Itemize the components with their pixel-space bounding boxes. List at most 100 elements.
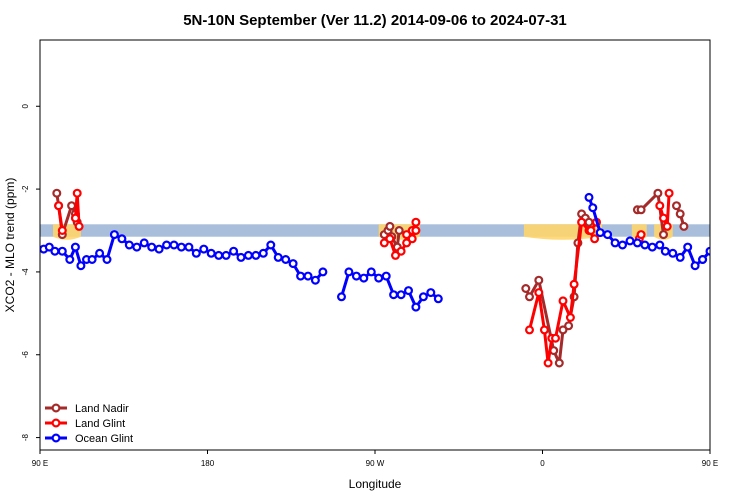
ocean-glint-point xyxy=(584,192,594,202)
ocean-glint-point xyxy=(117,234,127,244)
ocean-glint-point xyxy=(184,242,194,252)
ocean-glint-point xyxy=(266,240,276,250)
land-nadir-point xyxy=(564,321,574,331)
ocean-glint-point xyxy=(625,236,635,246)
ocean-glint-point xyxy=(251,250,261,260)
land-glint-point xyxy=(70,213,80,223)
ocean-glint-point xyxy=(660,246,670,256)
ocean-glint-point xyxy=(595,228,605,238)
ocean-glint-point xyxy=(381,271,391,281)
ocean-glint-point xyxy=(191,248,201,258)
land-nadir-point xyxy=(653,188,663,198)
ocean-glint-point xyxy=(109,230,119,240)
legend-label: Land Nadir xyxy=(75,403,129,415)
chart-title: 5N-10N September (Ver 11.2) 2014-09-06 t… xyxy=(183,12,567,29)
land-nadir-point xyxy=(679,221,689,231)
ocean-glint-point xyxy=(389,290,399,300)
legend-swatch-point xyxy=(51,418,61,428)
land-glint-point xyxy=(391,250,401,260)
ocean-glint-point xyxy=(139,238,149,248)
land-nadir-point xyxy=(394,226,404,236)
ocean-glint-point xyxy=(229,246,239,256)
ocean-glint-point xyxy=(426,288,436,298)
x-tick-label: 180 xyxy=(201,459,215,468)
land-fill xyxy=(523,224,603,240)
y-tick-label: -2 xyxy=(21,185,30,193)
ocean-glint-point xyxy=(273,252,283,262)
land-glint-point xyxy=(636,230,646,240)
legend-label: Land Glint xyxy=(75,418,125,430)
ocean-glint-point xyxy=(729,248,736,255)
ocean-glint-point xyxy=(698,255,708,265)
ocean-glint-point xyxy=(736,235,743,242)
legend-item-ocean-glint: Ocean Glint xyxy=(45,433,133,445)
ocean-glint-point xyxy=(655,240,665,250)
ocean-glint-point xyxy=(603,230,613,240)
ocean-glint-point xyxy=(411,302,421,312)
legend-item-land-glint: Land Glint xyxy=(45,418,125,430)
ocean-glint-point xyxy=(722,252,729,259)
ocean-glint-point xyxy=(243,250,253,260)
land-glint-point xyxy=(577,217,587,227)
ocean-glint-point xyxy=(199,244,209,254)
land-glint-point xyxy=(396,246,406,256)
ocean-glint-point xyxy=(310,275,320,285)
land-nadir-point xyxy=(658,230,668,240)
ocean-glint-point xyxy=(102,255,112,265)
land-glint-point xyxy=(385,234,395,244)
land-glint-point xyxy=(565,313,575,323)
land-glint-point xyxy=(558,296,568,306)
ocean-glint-point xyxy=(76,261,86,271)
land-glint-point xyxy=(550,333,560,343)
ocean-glint-point xyxy=(65,255,75,265)
land-glint-point xyxy=(72,188,82,198)
land-nadir-point xyxy=(385,221,395,231)
land-glint-point xyxy=(524,325,534,335)
land-nadir-point xyxy=(558,325,568,335)
land-glint-point xyxy=(658,213,668,223)
legend: Land Nadir Land Glint Ocean Glint xyxy=(45,403,133,445)
ocean-glint-point xyxy=(154,244,164,254)
land-glint-point xyxy=(543,358,553,368)
ocean-glint-point xyxy=(303,271,313,281)
ocean-glint-point xyxy=(351,271,361,281)
land-glint-point xyxy=(539,325,549,335)
y-axis: 0 -2 -4 -6 -8 xyxy=(21,103,40,441)
land-glint-point xyxy=(57,226,67,236)
ocean-glint-point xyxy=(647,242,657,252)
ocean-glint-point xyxy=(169,240,179,250)
ocean-glint-point xyxy=(296,271,306,281)
y-axis-label: XCO2 - MLO trend (ppm) xyxy=(3,178,17,313)
land-nadir-point xyxy=(675,209,685,219)
land-glint-point xyxy=(74,221,84,231)
ocean-glint-point xyxy=(281,255,291,265)
ocean-glint-point xyxy=(258,248,268,258)
ocean-glint-point xyxy=(95,248,105,258)
ocean-glint-point xyxy=(668,248,678,258)
ocean-glint-point xyxy=(221,250,231,260)
legend-swatch-point xyxy=(51,403,61,413)
land-glint-point xyxy=(402,230,412,240)
ocean-glint-point xyxy=(714,246,721,253)
ocean-glint-point xyxy=(744,242,750,249)
x-axis-label: Longitude xyxy=(349,477,402,491)
land-nadir-point xyxy=(67,201,77,211)
ocean-glint-point xyxy=(690,261,700,271)
ocean-glint-point xyxy=(337,292,347,302)
x-tick-label: 90 E xyxy=(32,459,48,468)
land-glint-point xyxy=(407,234,417,244)
x-tick-label: 90 W xyxy=(366,459,385,468)
land-nadir-point xyxy=(534,275,544,285)
land-nadir-point xyxy=(524,292,534,302)
ocean-glint-point xyxy=(617,240,627,250)
land-nadir-point xyxy=(671,201,681,211)
land-nadir-point xyxy=(521,284,531,294)
ocean-glint-point xyxy=(366,267,376,277)
ocean-glint-point xyxy=(675,252,685,262)
ocean-glint-point xyxy=(206,248,216,258)
x-axis: 90 E 180 90 W 0 90 E xyxy=(32,450,718,468)
ocean-glint-point xyxy=(147,242,157,252)
land-glint-point xyxy=(411,226,421,236)
ocean-glint-point xyxy=(50,246,60,256)
